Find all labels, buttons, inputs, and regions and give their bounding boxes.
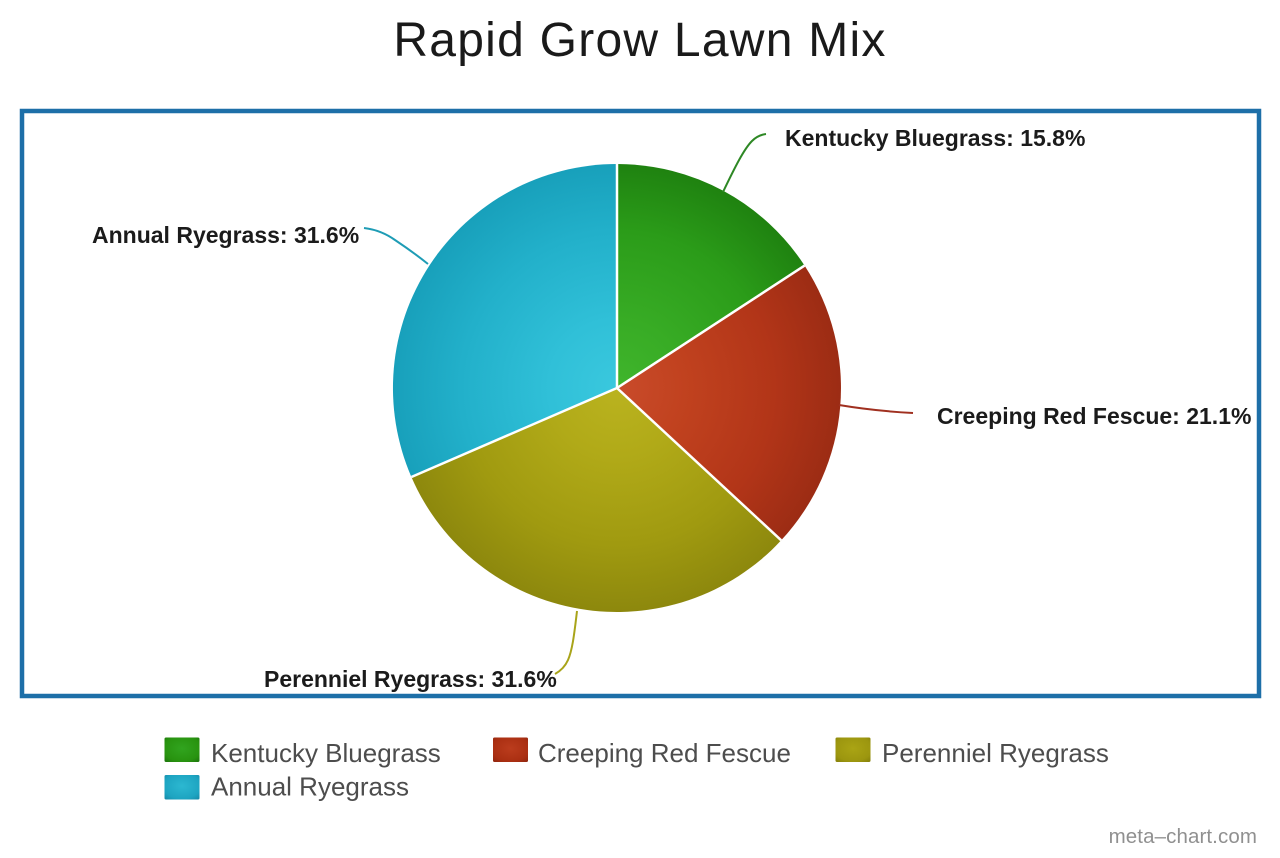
svg-text:Annual Ryegrass: Annual Ryegrass <box>211 772 409 802</box>
svg-text:Rapid Grow Lawn Mix: Rapid Grow Lawn Mix <box>393 14 886 67</box>
svg-text:Perenniel Ryegrass: 31.6%: Perenniel Ryegrass: 31.6% <box>264 666 557 692</box>
svg-text:Creeping Red Fescue: Creeping Red Fescue <box>538 738 791 768</box>
svg-text:Kentucky Bluegrass: Kentucky Bluegrass <box>211 738 441 768</box>
svg-text:Kentucky Bluegrass: 15.8%: Kentucky Bluegrass: 15.8% <box>785 125 1085 151</box>
svg-text:meta–chart.com: meta–chart.com <box>1109 825 1257 848</box>
svg-text:Creeping Red Fescue: 21.1%: Creeping Red Fescue: 21.1% <box>937 403 1251 429</box>
svg-text:Annual Ryegrass: 31.6%: Annual Ryegrass: 31.6% <box>92 222 359 248</box>
svg-text:Perenniel Ryegrass: Perenniel Ryegrass <box>882 738 1109 768</box>
